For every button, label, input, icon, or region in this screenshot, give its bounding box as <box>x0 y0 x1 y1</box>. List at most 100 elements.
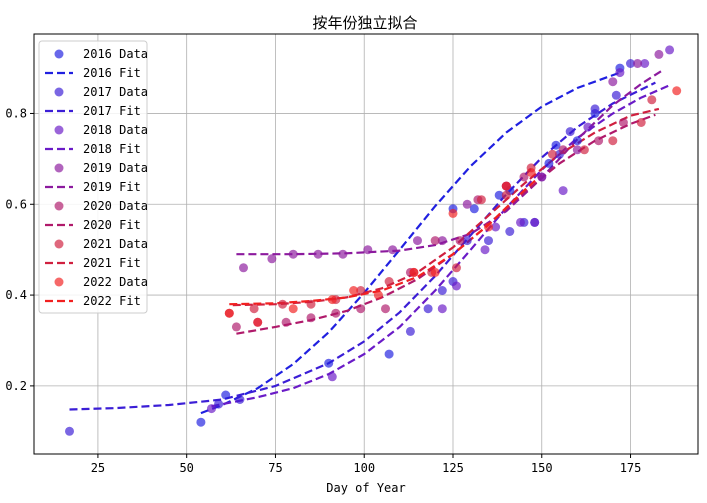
data-point-2021 <box>306 299 316 309</box>
data-point-2022 <box>501 181 511 191</box>
data-point-2022 <box>327 295 337 305</box>
x-tick-label: 75 <box>268 461 282 475</box>
legend-label: 2016 Fit <box>83 66 141 80</box>
data-point-2022 <box>409 267 419 277</box>
x-tick-label: 125 <box>442 461 464 475</box>
data-point-2021 <box>384 277 394 286</box>
legend-marker-2019 <box>54 163 64 173</box>
data-point-2021 <box>636 118 646 127</box>
x-tick-label: 100 <box>353 461 375 475</box>
legend-marker-2022 <box>54 277 64 287</box>
plot-frame <box>33 33 699 455</box>
data-point-2018 <box>640 59 650 68</box>
data-point-2019 <box>338 249 348 259</box>
legend-label: 2021 Data <box>83 237 148 251</box>
data-point-2020 <box>231 322 241 332</box>
data-point-2017 <box>437 286 447 295</box>
data-point-2016 <box>494 190 504 200</box>
legend-label: 2019 Data <box>83 161 148 175</box>
data-point-2018 <box>452 281 461 291</box>
data-point-2019 <box>572 145 582 155</box>
data-point-2022 <box>349 286 359 295</box>
data-point-2019 <box>413 236 422 246</box>
data-point-2016 <box>324 358 334 368</box>
data-point-2019 <box>437 236 447 246</box>
data-point-2019 <box>537 172 547 182</box>
x-axis-label: Day of Year <box>326 481 405 495</box>
data-point-2016 <box>469 204 479 214</box>
data-point-2019 <box>239 263 248 273</box>
fit-layer <box>69 69 671 415</box>
data-point-2021 <box>547 149 557 159</box>
data-point-2019 <box>633 59 643 68</box>
data-point-2019 <box>654 49 664 59</box>
data-point-2017 <box>235 395 245 404</box>
data-point-2017 <box>423 304 433 314</box>
fit-line-2022 <box>229 173 543 306</box>
fit-line-2018 <box>211 84 671 408</box>
fit-line-2017 <box>69 81 656 411</box>
data-point-2018 <box>530 217 540 227</box>
x-tick-label: 175 <box>620 461 642 475</box>
data-point-2019 <box>388 245 398 255</box>
data-point-2017 <box>462 236 472 246</box>
data-point-2018 <box>437 304 447 314</box>
data-point-2020 <box>594 136 604 146</box>
legend-label: 2016 Data <box>83 47 148 61</box>
data-point-2020 <box>281 317 291 327</box>
y-tick-label: 0.8 <box>5 106 27 120</box>
data-point-2020 <box>558 145 568 155</box>
data-point-2022 <box>484 222 493 232</box>
data-point-2020 <box>519 172 529 182</box>
data-point-2020 <box>430 236 440 246</box>
x-tick-label: 25 <box>91 461 105 475</box>
data-point-2017 <box>65 426 74 436</box>
data-point-2019 <box>462 199 472 209</box>
data-point-2020 <box>356 304 366 314</box>
data-point-2020 <box>381 304 390 314</box>
data-point-2018 <box>665 45 675 55</box>
legend-label: 2022 Fit <box>83 294 141 308</box>
tick-layer: 25 50 75 100 125 150 175 0.2 0.4 0.6 0.8 <box>5 106 641 475</box>
legend-label: 2021 Fit <box>83 256 141 270</box>
legend-marker-2021 <box>54 239 64 249</box>
fit-line-2016 <box>200 71 621 415</box>
data-point-2021 <box>452 263 461 273</box>
legend-marker-2018 <box>54 125 64 135</box>
legend-marker-2020 <box>54 201 64 211</box>
data-point-2022 <box>672 86 682 96</box>
legend-label: 2019 Fit <box>83 180 141 194</box>
data-point-2016 <box>221 390 231 400</box>
data-point-2022 <box>373 290 383 300</box>
data-point-2021 <box>278 299 288 309</box>
fit-line-2020 <box>236 113 656 335</box>
legend-label: 2022 Data <box>83 275 148 289</box>
data-point-2016 <box>572 136 582 146</box>
data-point-2016 <box>196 417 206 427</box>
data-point-2021 <box>501 190 511 200</box>
data-point-2017 <box>565 127 575 137</box>
data-point-2018 <box>207 404 216 414</box>
x-tick-label: 50 <box>179 461 193 475</box>
data-point-2019 <box>363 245 373 255</box>
data-point-2021 <box>356 286 366 295</box>
data-point-2017 <box>626 59 635 68</box>
data-point-2017 <box>405 326 415 336</box>
data-point-2017 <box>214 399 224 409</box>
legend-label: 2018 Fit <box>83 142 141 156</box>
data-point-2018 <box>615 68 625 78</box>
legend-box <box>38 40 148 314</box>
data-point-2021 <box>608 136 618 146</box>
data-point-2019 <box>288 249 298 259</box>
data-point-2018 <box>583 122 593 132</box>
legend-label: 2017 Fit <box>83 104 141 118</box>
data-point-2017 <box>484 236 493 246</box>
data-point-2017 <box>505 227 515 236</box>
data-point-2019 <box>313 249 323 259</box>
data-point-2020 <box>331 308 341 318</box>
data-point-2022 <box>253 317 263 327</box>
y-tick-label: 0.4 <box>5 288 27 302</box>
legend-label: 2017 Data <box>83 85 148 99</box>
data-point-2016 <box>384 349 394 359</box>
